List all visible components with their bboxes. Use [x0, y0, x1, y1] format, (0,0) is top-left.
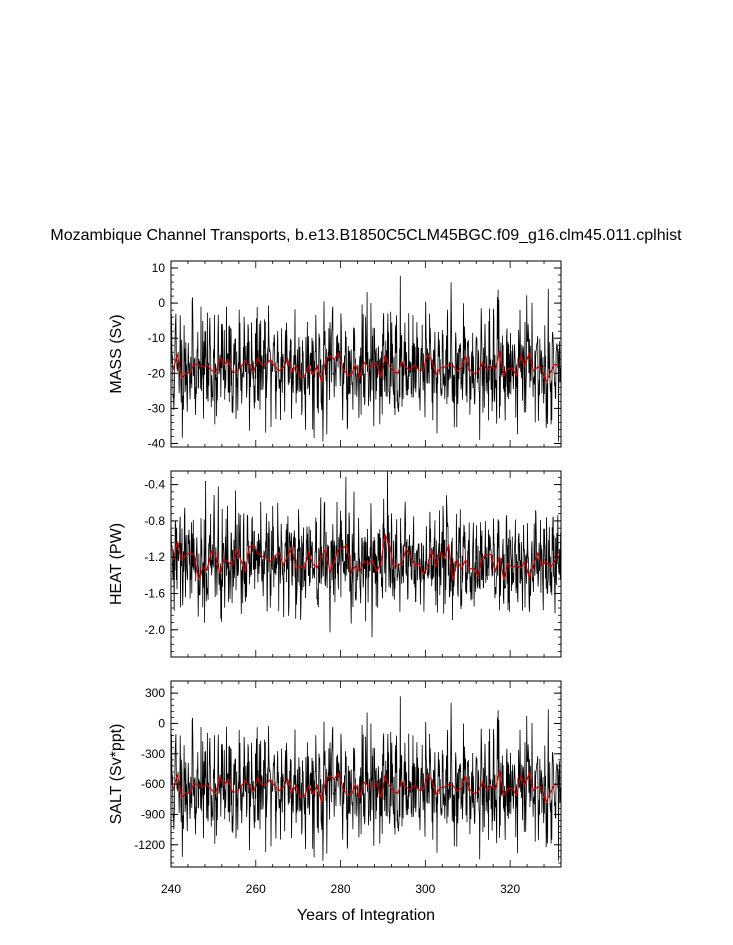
chart-title: Mozambique Channel Transports, b.e13.B18… — [50, 227, 682, 244]
y-tick-label: -10 — [148, 331, 166, 345]
y-tick-label: 0 — [158, 296, 165, 310]
x-tick-label: 280 — [331, 882, 351, 896]
y-tick-label: -600 — [141, 777, 165, 791]
x-tick-label: 240 — [161, 882, 181, 896]
y-tick-label: 10 — [152, 261, 166, 275]
y-tick-label: -0.4 — [144, 478, 165, 492]
panel-frame — [170, 470, 562, 658]
y-tick-label: -900 — [141, 807, 165, 821]
y-tick-label: -0.8 — [144, 514, 165, 528]
heat-panel: -0.4 -0.8 -1.2 -1.6 -2.0 HEAT (PW) — [108, 470, 562, 658]
y-tick-label: 0 — [158, 716, 165, 730]
x-tick-label: 300 — [415, 882, 435, 896]
monthly-series-line — [171, 696, 561, 861]
monthly-series-line — [171, 471, 561, 638]
y-axis-label: MASS (Sv) — [108, 314, 125, 393]
y-axis-label: SALT (Sv*ppt) — [108, 724, 125, 825]
panel-frame — [170, 260, 562, 448]
x-axis: 240 260 280 300 320 — [161, 882, 520, 896]
x-tick-label: 260 — [246, 882, 266, 896]
annual-mean-series-line — [172, 350, 559, 384]
monthly-series-line — [171, 275, 561, 442]
y-tick-label: -40 — [148, 436, 166, 450]
y-tick-label: -30 — [148, 401, 166, 415]
y-tick-label: -1.6 — [144, 586, 165, 600]
y-tick-label: 300 — [145, 686, 165, 700]
annual-mean-series-line — [172, 532, 560, 581]
y-tick-label: -1200 — [134, 838, 165, 852]
mass-panel: 10 0 -10 -20 -30 -40 MASS (Sv) — [108, 260, 562, 450]
y-axis-label: HEAT (PW) — [108, 523, 125, 605]
x-tick-label: 320 — [500, 882, 520, 896]
y-tick-label: -300 — [141, 747, 165, 761]
y-tick-label: -2.0 — [144, 623, 165, 637]
annual-mean-series-line — [172, 770, 559, 805]
panel-frame — [170, 680, 562, 868]
y-tick-label: -1.2 — [144, 550, 165, 564]
salt-panel: 300 0 -300 -600 -900 -1200 SALT (Sv*ppt) — [108, 680, 562, 868]
y-tick-label: -20 — [148, 366, 166, 380]
x-axis-label: Years of Integration — [297, 907, 435, 924]
